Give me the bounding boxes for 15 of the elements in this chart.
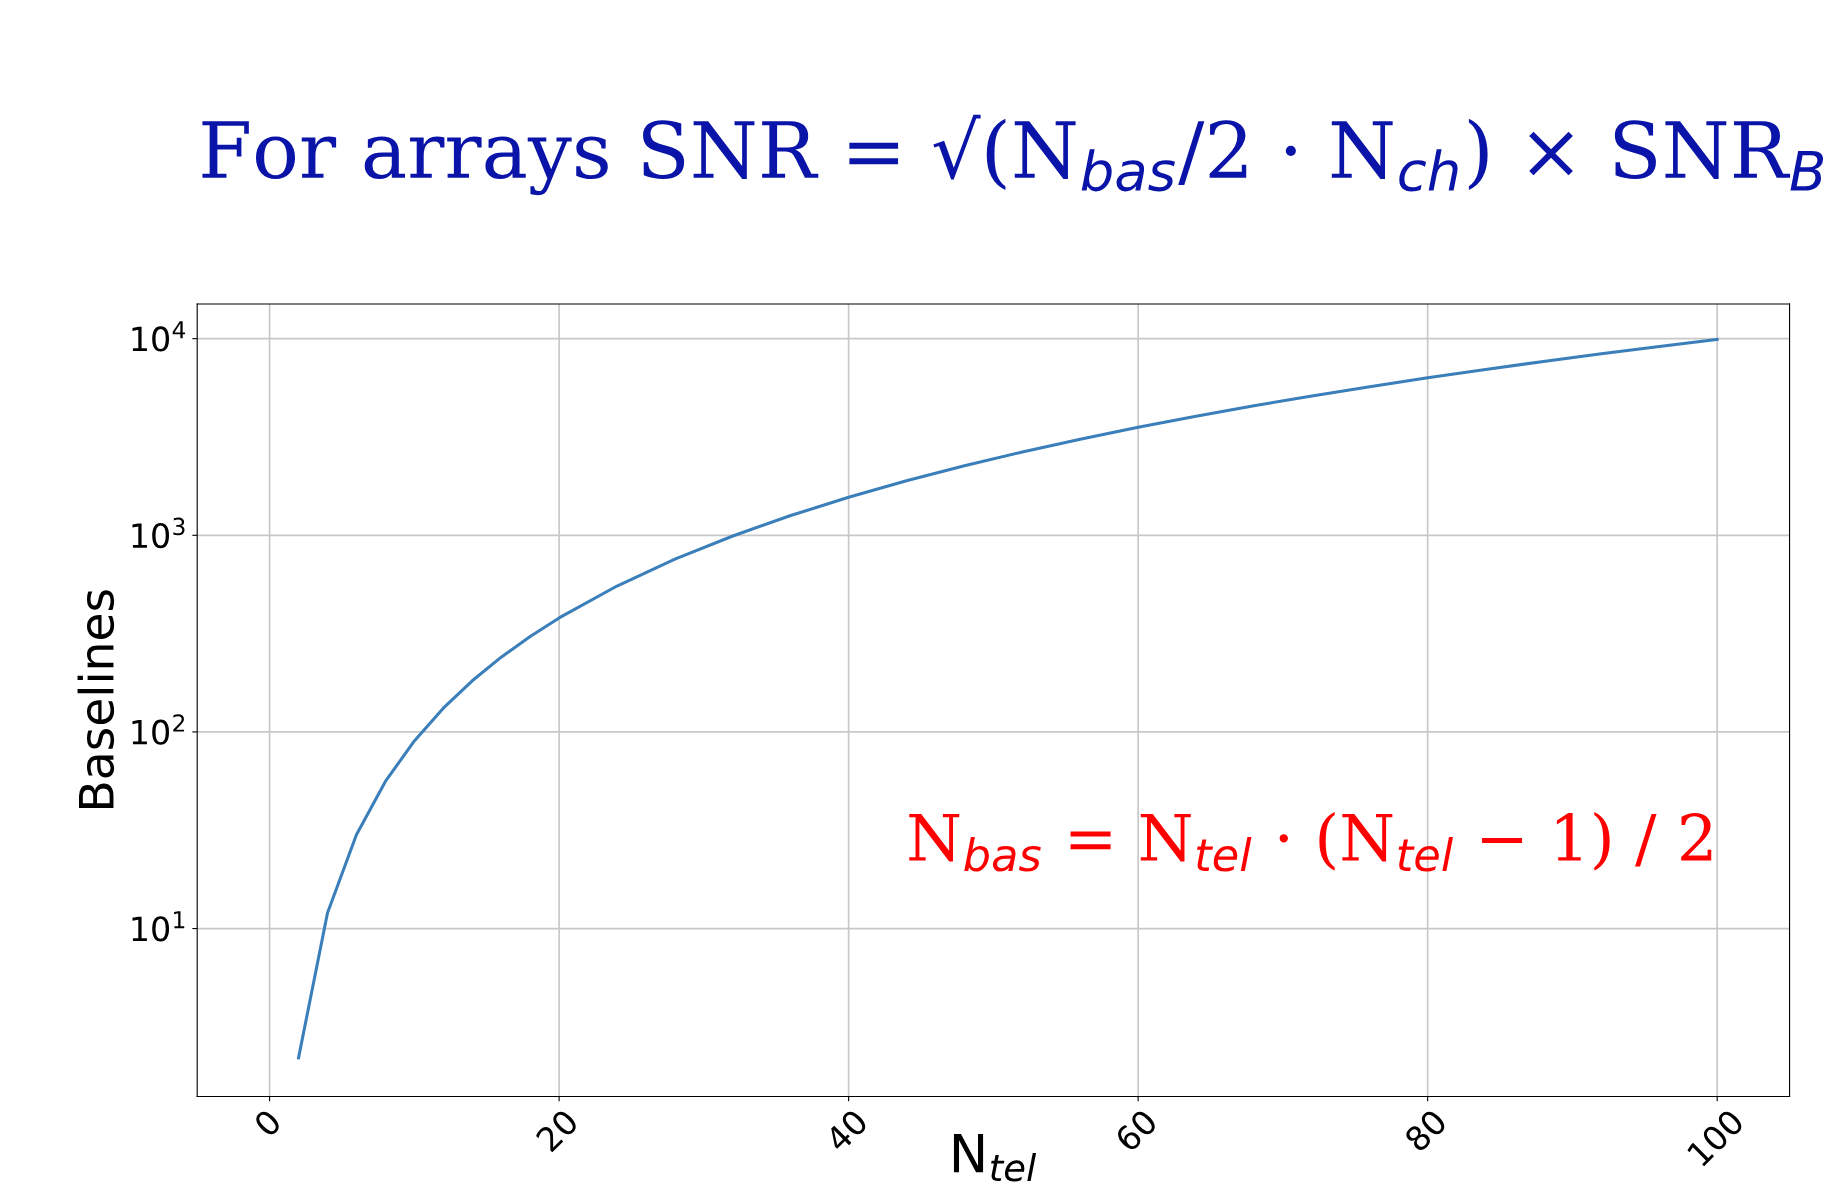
x-tick-label: 80 [1403,1108,1448,1153]
y-axis-title: Baselines [77,590,115,809]
x-tick-label: 40 [823,1108,869,1154]
x-tick-label: 20 [534,1108,580,1153]
chart-title: For arrays SNR = √(N$_{bas}$/2 · N$_{ch}$) × SNR$_{B}$ [202,114,1824,196]
annotation: N$_{bas}$ = N$_{tel}$ · (N$_{tel}$ − 1) / 2 [909,811,1712,872]
y-tick-label: 10$^{2}$ [132,714,185,745]
x-axis-title: N$_{tel}$ [953,1133,1037,1182]
x-tick-label: 60 [1113,1108,1159,1153]
y-tick-label: 10$^{4}$ [132,321,186,352]
y-tick-label: 10$^{3}$ [132,517,185,549]
x-tick-label: 100 [1686,1108,1745,1167]
y-tick-label: 10$^{1}$ [132,911,185,942]
x-tick-label: 0 [252,1108,283,1138]
line-series [297,337,1719,1060]
